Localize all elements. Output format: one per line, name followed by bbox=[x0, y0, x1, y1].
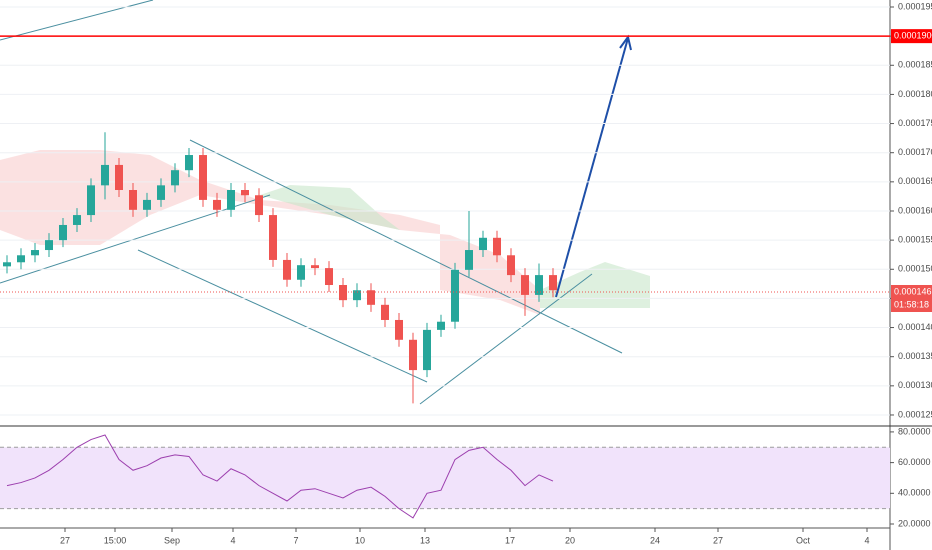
cloud-future bbox=[540, 262, 650, 308]
candle-body bbox=[227, 190, 235, 210]
y-tick-label: 0.0001550 bbox=[898, 235, 932, 245]
candle-body bbox=[59, 224, 67, 241]
candle-body bbox=[115, 164, 123, 191]
y-tick-label: 40.0000 bbox=[898, 488, 931, 498]
candle-body bbox=[297, 265, 305, 280]
y-tick-label: 80.0000 bbox=[898, 426, 931, 436]
trend-line bbox=[0, 194, 271, 284]
y-tick-label: 0.0001250 bbox=[898, 409, 932, 419]
candle-body bbox=[101, 164, 109, 186]
arrow-head bbox=[619, 34, 632, 51]
y-tick-label: 0.0001950 bbox=[898, 1, 932, 11]
cloud-bullish bbox=[260, 185, 400, 230]
rsi-band-fill bbox=[0, 447, 890, 509]
x-tick-label: 10 bbox=[355, 535, 365, 545]
candle-body bbox=[311, 265, 319, 269]
candle-body bbox=[143, 199, 151, 210]
candle-body bbox=[269, 215, 277, 260]
candle-body bbox=[129, 190, 137, 210]
candle-body bbox=[199, 155, 207, 200]
candle-body bbox=[409, 339, 417, 371]
candle-body bbox=[465, 250, 473, 270]
candle-body bbox=[437, 321, 445, 330]
y-tick-label: 0.0001850 bbox=[898, 60, 932, 70]
candle-body bbox=[493, 237, 501, 256]
forecast-arrow bbox=[555, 37, 629, 298]
candle-body bbox=[45, 240, 53, 251]
candle-body bbox=[339, 285, 347, 301]
candle-body bbox=[381, 304, 389, 320]
x-tick-label: Oct bbox=[796, 535, 811, 545]
candle-body bbox=[395, 319, 403, 340]
candle-body bbox=[325, 268, 333, 286]
x-tick-label: 13 bbox=[420, 535, 430, 545]
x-tick-label: 4 bbox=[864, 535, 869, 545]
y-tick-label: 20.0000 bbox=[898, 518, 931, 528]
y-tick-label: 0.0001800 bbox=[898, 89, 932, 99]
candle-body bbox=[521, 275, 529, 295]
candle-body bbox=[185, 155, 193, 171]
candle-body bbox=[171, 170, 179, 186]
y-tick-label: 0.0001350 bbox=[898, 351, 932, 361]
candle-body bbox=[451, 269, 459, 322]
y-tick-label: 0.0001600 bbox=[898, 205, 932, 215]
x-tick-label: Sep bbox=[164, 535, 180, 545]
candle-body bbox=[213, 199, 221, 210]
y-tick-label: 60.0000 bbox=[898, 457, 931, 467]
candle-body bbox=[535, 275, 543, 295]
target-label-box bbox=[891, 29, 932, 44]
y-tick-label: 0.0001750 bbox=[898, 118, 932, 128]
candle-body bbox=[255, 195, 263, 216]
candle-body bbox=[17, 255, 25, 263]
y-tick-label: 0.0001400 bbox=[898, 322, 932, 332]
x-tick-label: 15:00 bbox=[104, 535, 127, 545]
x-tick-label: 27 bbox=[713, 535, 723, 545]
candle-body bbox=[283, 259, 291, 280]
y-tick-label: 0.0001700 bbox=[898, 147, 932, 157]
candle-body bbox=[507, 255, 515, 276]
current-label-box bbox=[891, 284, 932, 312]
rsi-line bbox=[6, 434, 554, 519]
channel-upper bbox=[189, 139, 623, 354]
candle-body bbox=[31, 250, 39, 256]
x-tick-label: 20 bbox=[565, 535, 575, 545]
candle-body bbox=[87, 185, 95, 216]
y-tick-label: 0.0001500 bbox=[898, 264, 932, 274]
candle-body bbox=[353, 290, 361, 301]
candle-body bbox=[367, 290, 375, 305]
candle-body bbox=[549, 275, 557, 291]
x-tick-label: 17 bbox=[505, 535, 515, 545]
support-line bbox=[419, 273, 593, 405]
candle-body bbox=[241, 190, 249, 196]
channel-lower bbox=[137, 249, 428, 383]
x-tick-label: 7 bbox=[293, 535, 298, 545]
x-tick-label: 24 bbox=[650, 535, 660, 545]
current-price-label: 0.0001461 bbox=[894, 286, 932, 296]
candle-body bbox=[3, 262, 11, 267]
candle-body bbox=[423, 329, 431, 371]
candle-body bbox=[479, 237, 487, 251]
x-tick-label: 27 bbox=[60, 535, 70, 545]
candle-body bbox=[157, 185, 165, 200]
y-tick-label: 0.0001300 bbox=[898, 380, 932, 390]
x-tick-label: 4 bbox=[230, 535, 235, 545]
candle-body bbox=[73, 215, 81, 225]
countdown-label: 01:58:18 bbox=[894, 299, 929, 309]
y-tick-label: 0.0001650 bbox=[898, 176, 932, 186]
